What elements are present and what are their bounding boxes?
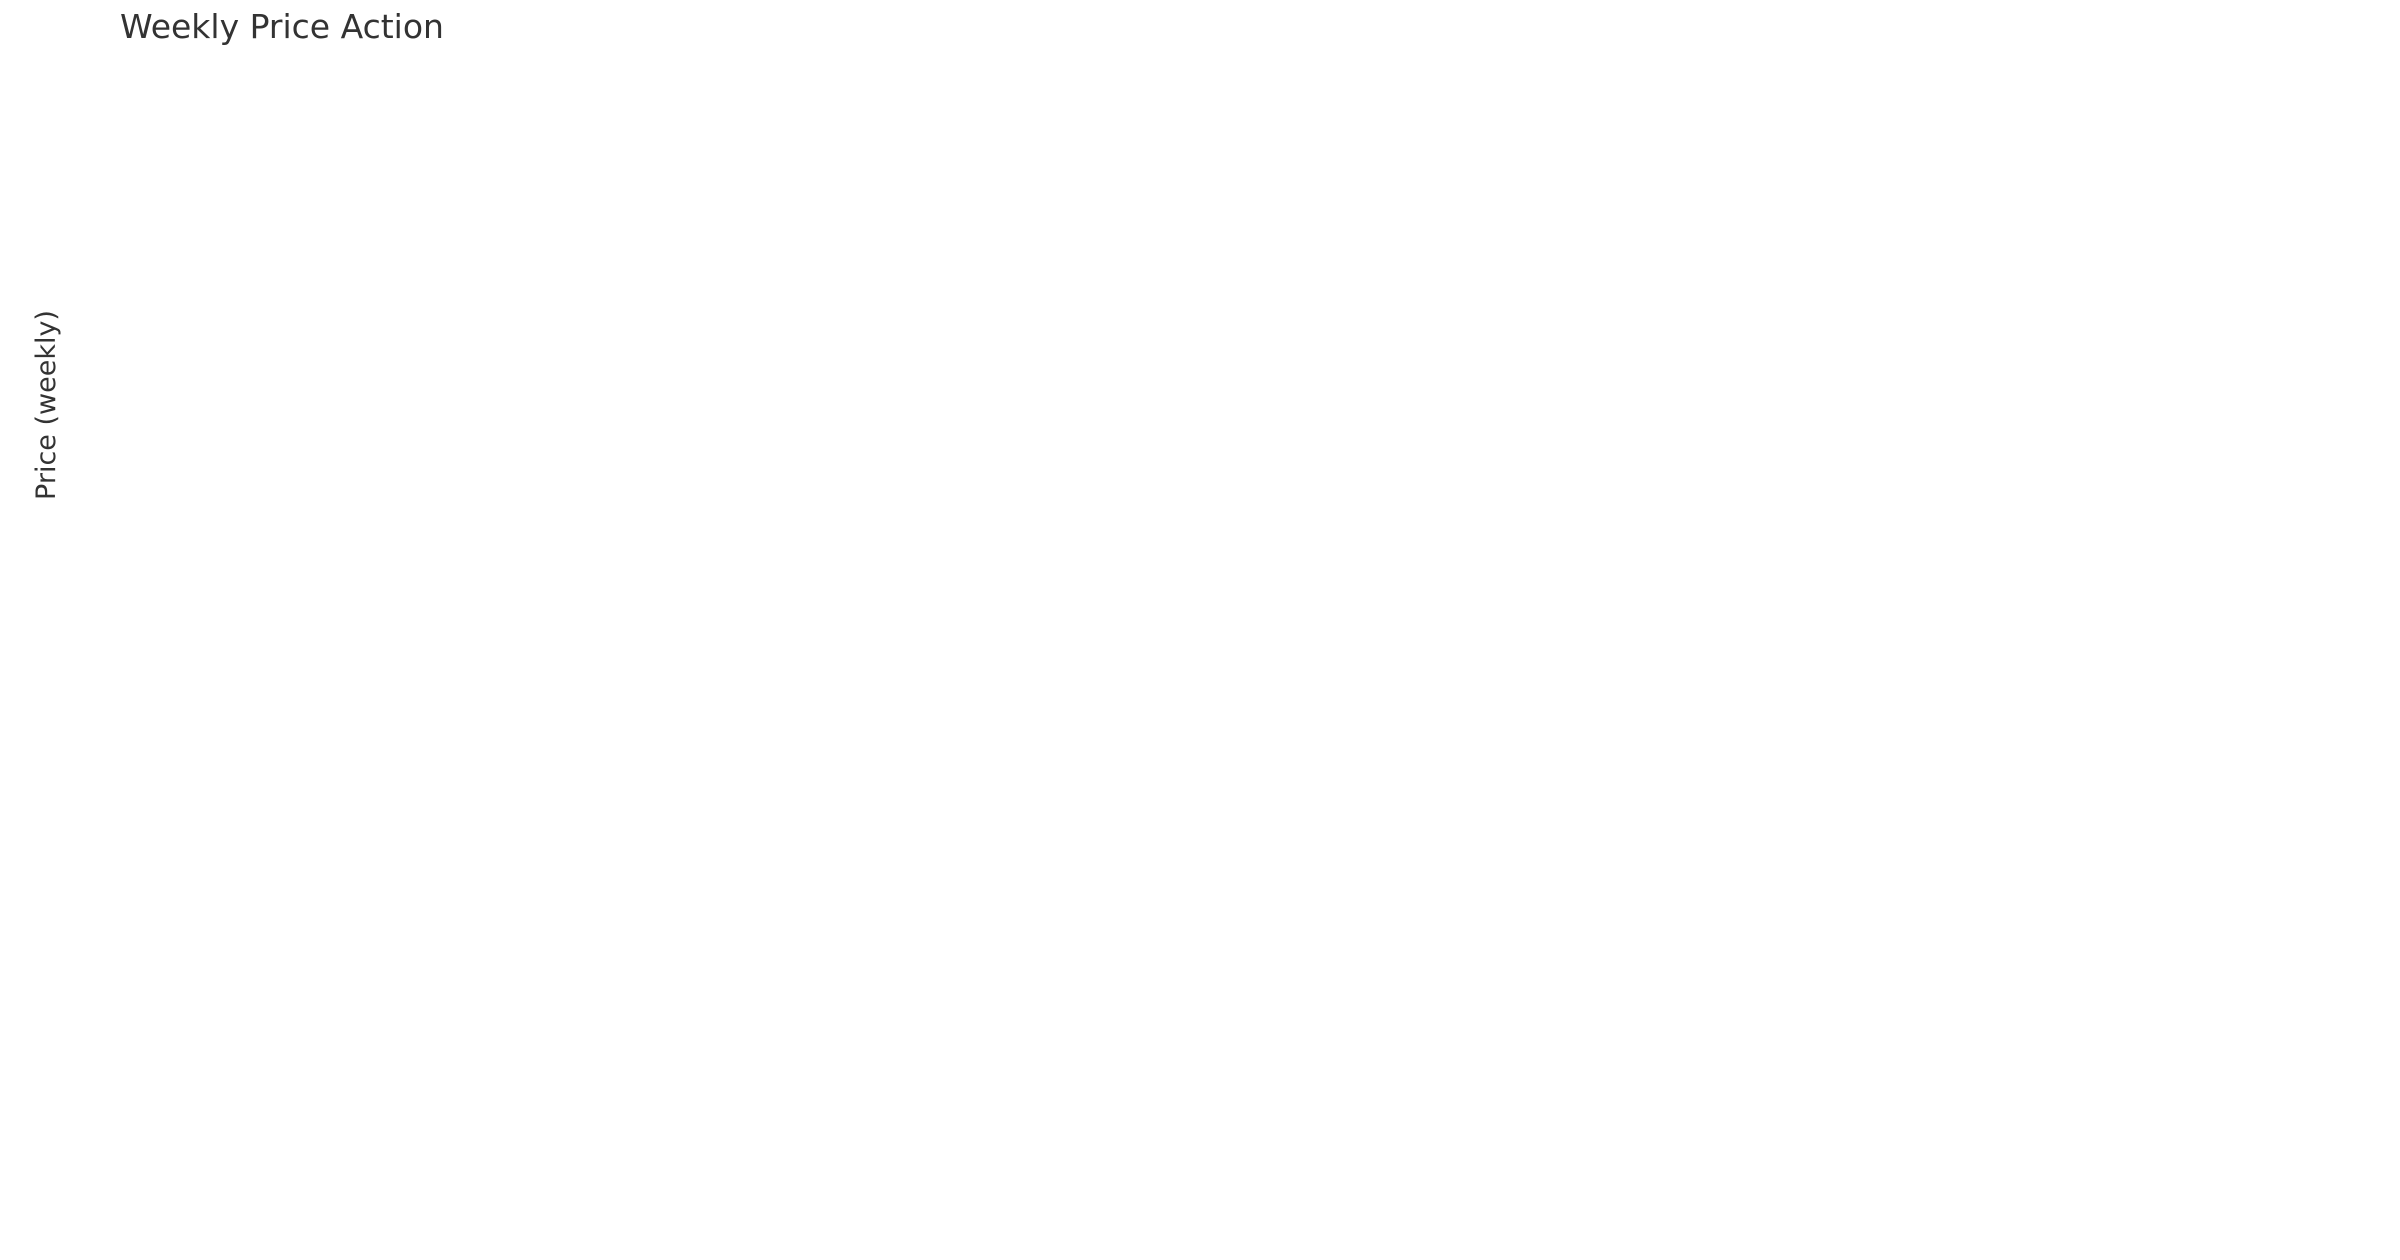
price-axis-label: Price (weekly) bbox=[31, 310, 62, 500]
chart-title: Weekly Price Action bbox=[120, 7, 444, 46]
